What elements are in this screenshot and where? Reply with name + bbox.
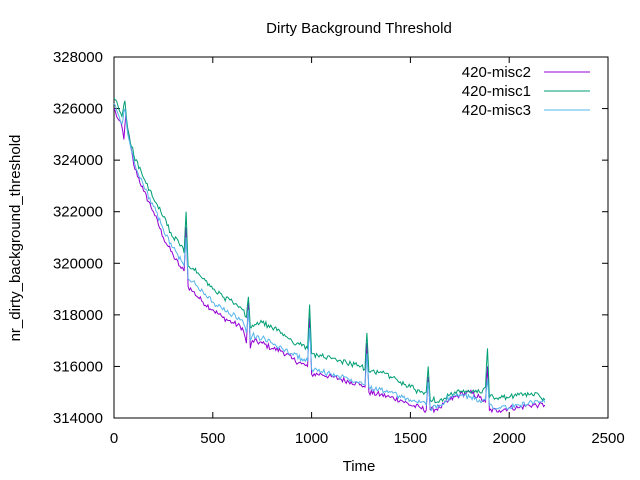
y-tick-label: 326000 (53, 101, 103, 118)
x-tick-label: 1500 (394, 430, 427, 447)
y-axis-label: nr_dirty_background_threshold (7, 135, 24, 342)
x-tick-label: 1000 (295, 430, 328, 447)
series-group (113, 97, 546, 414)
y-axis: 314000 316000 318000 320000 322000 324000 3260… (53, 49, 608, 427)
x-tick-label: 2500 (591, 430, 624, 447)
x-tick-label: 0 (110, 430, 118, 447)
y-tick-label: 318000 (53, 307, 103, 324)
plot-border (113, 56, 609, 419)
series-line-420-misc3 (113, 103, 546, 412)
y-tick-label: 314000 (53, 410, 103, 427)
legend-label: 420-misc1 (462, 83, 531, 100)
chart-title: Dirty Background Threshold (266, 20, 452, 37)
series-line-420-misc2 (113, 108, 546, 414)
x-axis-label: Time (343, 458, 376, 475)
y-tick-label: 320000 (53, 255, 103, 272)
series-line-420-misc1 (113, 97, 546, 404)
legend-label: 420-misc2 (462, 64, 531, 81)
legend: 420-misc2 420-misc1 420-misc3 (462, 64, 590, 119)
y-tick-label: 328000 (53, 49, 103, 66)
x-axis: 0 500 1000 1500 2000 2500 (110, 57, 625, 447)
x-tick-label: 500 (200, 430, 225, 447)
legend-label: 420-misc3 (462, 102, 531, 119)
y-tick-label: 316000 (53, 358, 103, 375)
y-tick-label: 324000 (53, 152, 103, 169)
plot-frame (113, 56, 609, 419)
x-tick-label: 2000 (493, 430, 526, 447)
y-tick-label: 322000 (53, 204, 103, 221)
